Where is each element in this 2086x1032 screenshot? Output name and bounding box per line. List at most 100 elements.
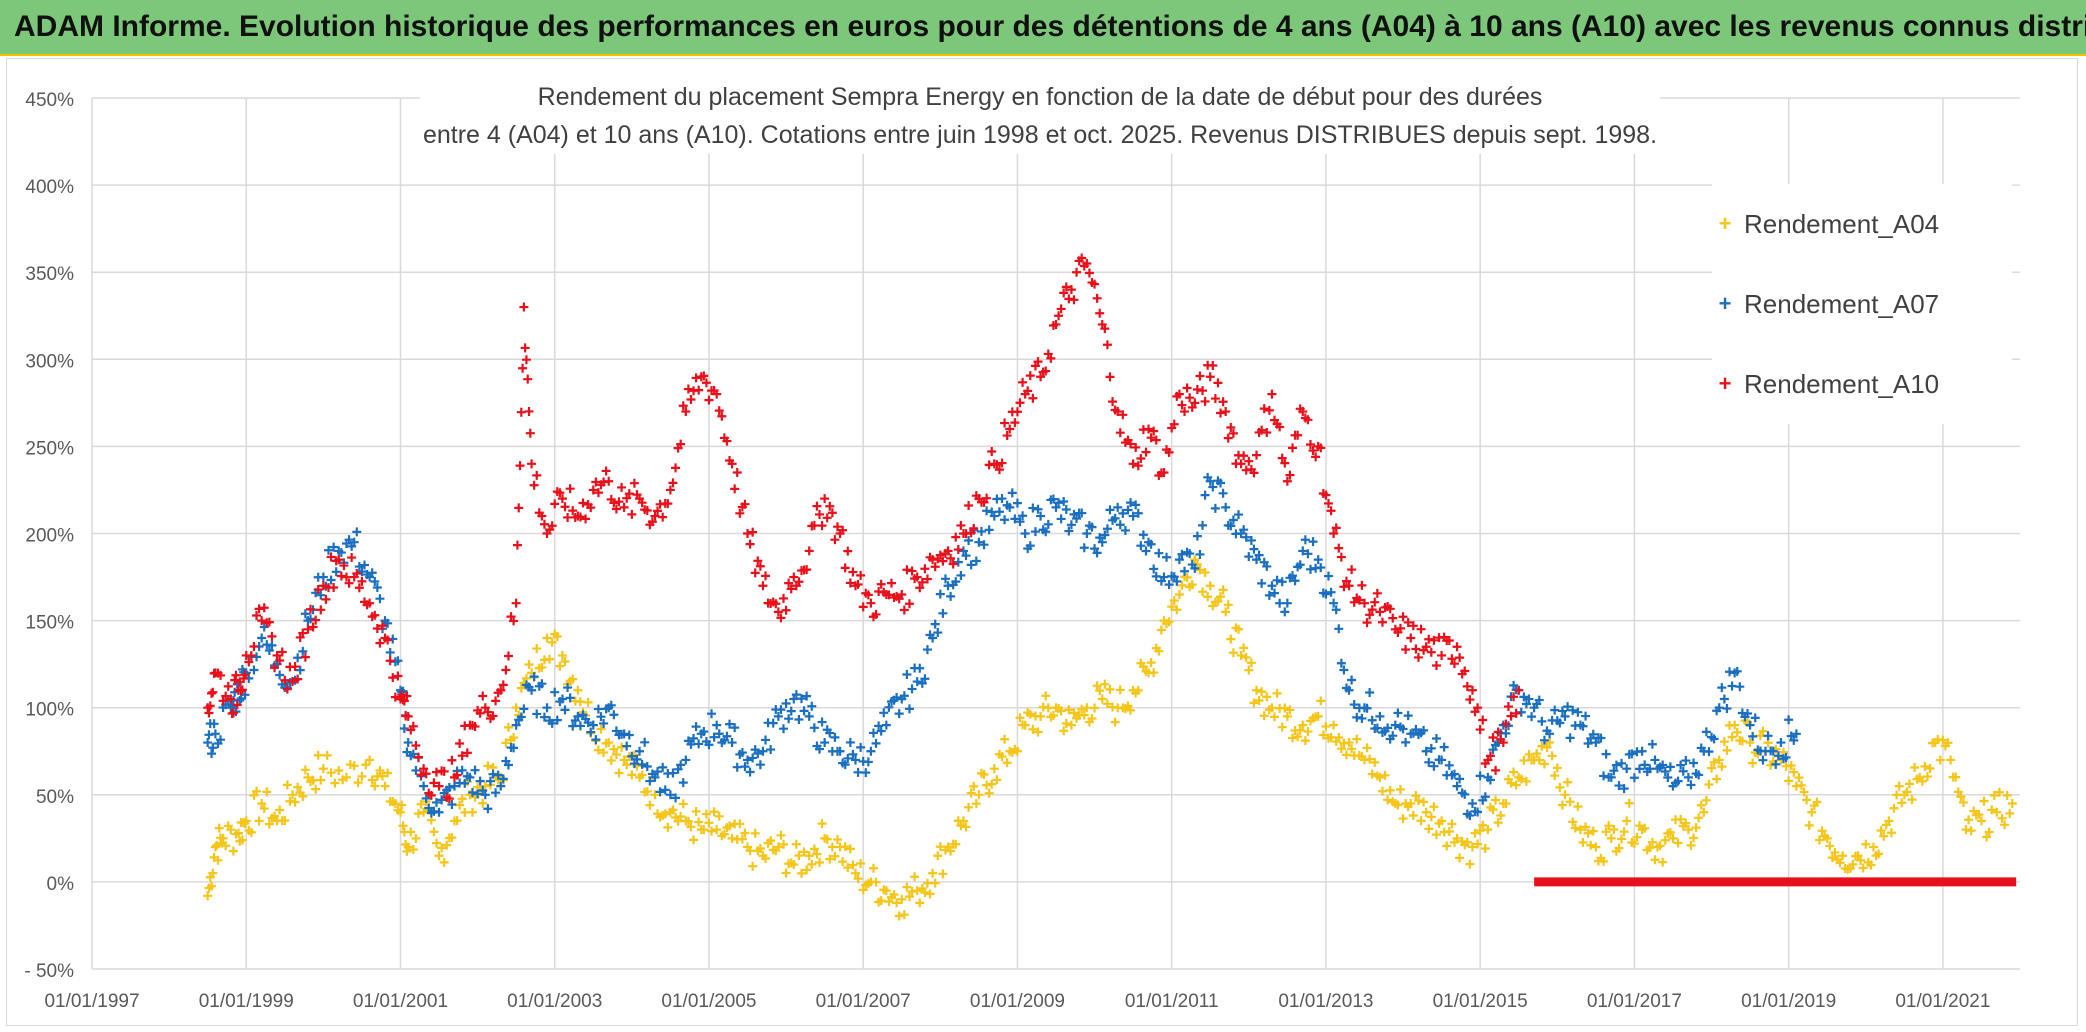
- marker-aa04: [1097, 694, 1107, 704]
- marker-aa04: [290, 797, 300, 807]
- y-tick-label: 450%: [25, 90, 74, 111]
- marker-aa07: [1354, 703, 1364, 713]
- marker-aa04: [1717, 762, 1727, 772]
- marker-aa10: [1033, 357, 1043, 367]
- marker-aa10: [1169, 419, 1179, 429]
- marker-aa10: [560, 502, 570, 512]
- marker-aa04: [611, 750, 621, 760]
- marker-aa07: [555, 697, 565, 707]
- marker-aa04: [1606, 833, 1616, 843]
- marker-aa07: [689, 733, 699, 743]
- marker-aa10: [516, 407, 526, 417]
- marker-aa04: [596, 724, 606, 734]
- marker-aa10: [789, 572, 799, 582]
- marker-aa07: [1403, 711, 1413, 721]
- marker-aa04: [214, 823, 224, 833]
- marker-aa10: [388, 673, 398, 683]
- marker-aa04: [876, 896, 886, 906]
- marker-aa04: [375, 765, 385, 775]
- marker-aa07: [730, 723, 740, 733]
- marker-aa04: [1429, 802, 1439, 812]
- y-tick-label: - 50%: [24, 961, 74, 982]
- marker-aa07: [601, 704, 611, 714]
- marker-aa07: [1020, 529, 1030, 538]
- marker-aa10: [1136, 454, 1146, 464]
- marker-aa07: [930, 619, 940, 629]
- marker-aa04: [1516, 774, 1526, 784]
- marker-aa04: [298, 791, 308, 801]
- marker-aa07: [1781, 752, 1791, 762]
- marker-aa10: [1506, 711, 1516, 721]
- marker-aa04: [940, 845, 950, 855]
- marker-aa10: [1077, 253, 1087, 263]
- marker-aa10: [676, 439, 686, 449]
- marker-aa04: [555, 661, 565, 671]
- marker-aa10: [399, 696, 409, 706]
- marker-aa04: [1881, 820, 1891, 830]
- marker-aa10: [642, 506, 652, 516]
- marker-aa07: [1676, 760, 1686, 770]
- marker-aa10: [1462, 681, 1472, 691]
- marker-aa07: [1221, 502, 1231, 512]
- marker-aa04: [709, 807, 719, 817]
- marker-aa10: [372, 624, 382, 634]
- marker-aa10: [318, 581, 328, 591]
- marker-aa04: [660, 809, 670, 819]
- marker-aa04: [745, 846, 755, 856]
- marker-aa04: [712, 825, 722, 835]
- marker-aa04: [1868, 842, 1878, 852]
- marker-aa04: [1982, 832, 1992, 842]
- marker-aa07: [1365, 688, 1375, 697]
- marker-aa10: [455, 739, 465, 749]
- marker-aa04: [557, 650, 567, 660]
- marker-aa04: [1295, 725, 1305, 735]
- marker-aa10: [588, 485, 598, 495]
- marker-aa07: [1254, 550, 1264, 560]
- marker-aa07: [743, 755, 753, 765]
- marker-aa10: [709, 385, 719, 395]
- marker-aa10: [264, 617, 274, 627]
- marker-aa04: [377, 771, 387, 781]
- marker-aa07: [974, 537, 984, 547]
- marker-aa10: [1133, 461, 1143, 471]
- marker-aa04: [1699, 807, 1709, 817]
- marker-aa04: [1704, 779, 1714, 789]
- marker-aa07: [884, 702, 894, 712]
- marker-aa04: [1796, 780, 1806, 790]
- marker-aa10: [1239, 451, 1249, 461]
- marker-aa10: [1244, 456, 1254, 466]
- marker-aa07: [208, 743, 218, 753]
- marker-aa10: [1431, 660, 1441, 670]
- marker-aa04: [1424, 824, 1434, 834]
- marker-aa04: [1920, 761, 1930, 771]
- marker-aa07: [1079, 543, 1089, 553]
- marker-aa04: [1408, 811, 1418, 821]
- marker-aa04: [856, 858, 866, 868]
- marker-aa04: [701, 809, 711, 819]
- marker-aa07: [722, 731, 732, 741]
- chart-title: Rendement du placement Sempra Energy en …: [420, 78, 1660, 154]
- marker-aa04: [1416, 816, 1426, 826]
- marker-aa10: [1090, 279, 1100, 289]
- marker-aa07: [1658, 760, 1668, 770]
- marker-aa07: [511, 720, 521, 730]
- marker-aa07: [1527, 712, 1537, 722]
- marker-aa04: [1493, 818, 1503, 828]
- marker-aa07: [1727, 681, 1737, 691]
- marker-aa10: [691, 373, 701, 383]
- marker-aa04: [1570, 823, 1580, 833]
- marker-aa10: [421, 769, 431, 779]
- marker-aa07: [1372, 723, 1382, 733]
- marker-aa07: [1066, 520, 1076, 530]
- marker-aa04: [288, 790, 298, 800]
- marker-aa04: [1581, 822, 1591, 832]
- marker-aa04: [1421, 807, 1431, 817]
- marker-aa07: [863, 757, 873, 767]
- marker-aa10: [434, 781, 444, 791]
- marker-aa04: [1169, 596, 1179, 606]
- marker-aa10: [1321, 490, 1331, 500]
- marker-aa04: [390, 799, 400, 809]
- marker-aa04: [920, 888, 930, 898]
- marker-aa07: [1203, 472, 1213, 482]
